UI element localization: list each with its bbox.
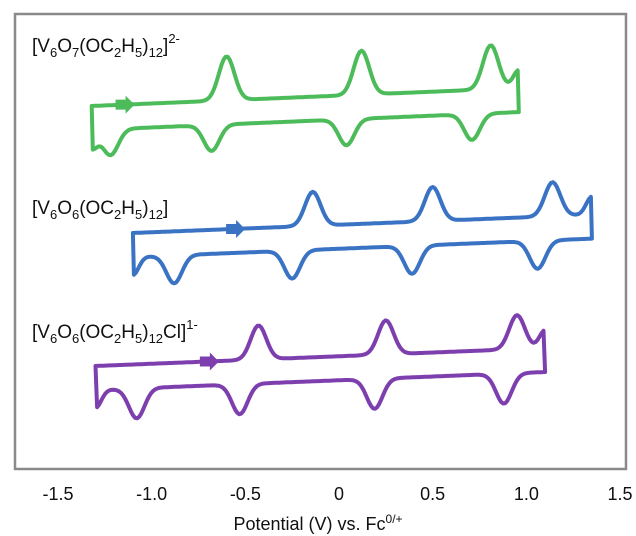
x-tick-label: -1.5: [42, 484, 73, 504]
cv-trace: [89, 43, 521, 158]
x-tick-label: 1.5: [607, 484, 632, 504]
x-tick-label: 0: [334, 484, 344, 504]
scan-direction-arrow: [226, 219, 246, 238]
series-label: [V6O6(OC2H5)12Cl]1-: [32, 317, 198, 346]
series-labels: [V6O7(OC2H5)12]2- [V6O6(OC2H5)12] [V6O6(OC…: [32, 31, 198, 346]
plot-frame: [13, 12, 628, 471]
x-tick-label: -1.0: [136, 484, 167, 504]
series-label: [V6O6(OC2H5)12]: [32, 198, 168, 222]
x-tick-label: 0.5: [420, 484, 445, 504]
x-axis-ticks: -1.5 -1.0 -0.5 0 0.5 1.0 1.5: [42, 484, 632, 504]
x-tick-label: -0.5: [230, 484, 261, 504]
scan-direction-arrow: [199, 352, 219, 371]
cv-trace: [93, 313, 548, 421]
cv-trace: [130, 180, 594, 286]
scan-direction-arrow: [115, 95, 135, 114]
voltammogram-curves: [89, 43, 594, 421]
x-axis-title: Potential (V) vs. Fc0/+: [233, 512, 402, 534]
series-label: [V6O7(OC2H5)12]2-: [32, 31, 180, 60]
x-tick-label: 1.0: [514, 484, 539, 504]
